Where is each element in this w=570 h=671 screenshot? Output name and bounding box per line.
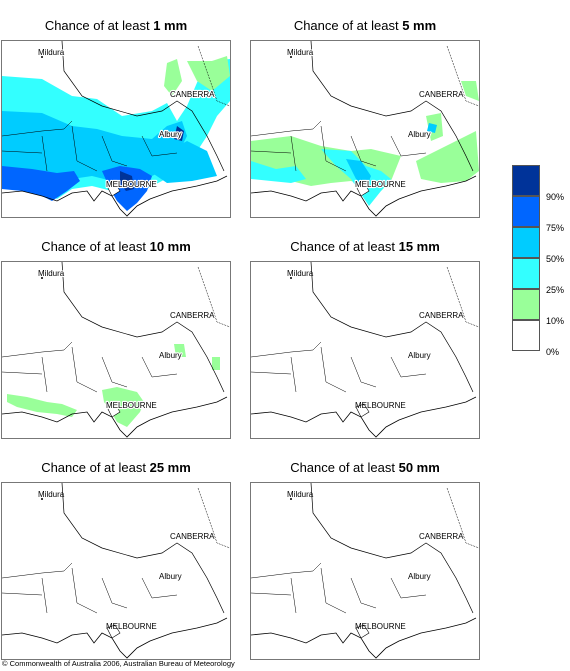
panel-title-prefix: Chance of at least (290, 239, 399, 254)
panel-title-prefix: Chance of at least (290, 460, 399, 475)
panel-title-amount: 25 mm (149, 460, 191, 475)
legend-label-90: 90% (546, 192, 565, 202)
place-mildura-halo: Mildura (38, 48, 65, 57)
map-50mm: Mildura CANBERRA Albury MELBOURNE (250, 482, 480, 660)
legend-swatch-75 (512, 196, 540, 227)
place-mildura: Mildura (38, 48, 65, 57)
panel-title-amount: 10 mm (149, 239, 191, 254)
map-25mm: Mildura CANBERRA Albury MELBOURNE (1, 482, 231, 660)
panel-title-amount: 50 mm (398, 460, 440, 475)
place-mildura: Mildura (287, 490, 314, 499)
place-canberra: CANBERRA (170, 90, 215, 99)
place-canberra-halo: CANBERRA (170, 90, 215, 99)
legend-swatch-0 (512, 320, 540, 351)
place-albury-halo: Albury (159, 130, 182, 139)
panel-title-amount: 1 mm (153, 18, 188, 33)
place-canberra: CANBERRA (419, 90, 464, 99)
place-albury: Albury (159, 351, 182, 360)
place-melbourne: MELBOURNE (106, 622, 157, 631)
legend-swatch-25 (512, 258, 540, 289)
place-melbourne-halo: MELBOURNE (106, 401, 157, 410)
place-mildura-halo: Mildura (287, 48, 314, 57)
place-canberra: CANBERRA (170, 311, 215, 320)
panel-title: Chance of at least 10 mm (1, 239, 231, 254)
panel-title-prefix: Chance of at least (41, 460, 150, 475)
map-10mm: Mildura Mildura CANBERRA CANBERRA Albury… (1, 261, 231, 439)
legend-label-75: 75% (546, 223, 565, 233)
place-albury: Albury (159, 130, 182, 139)
place-albury: Albury (408, 130, 431, 139)
legend-label-0: 0% (546, 347, 560, 357)
map-15mm: Mildura CANBERRA Albury MELBOURNE (250, 261, 480, 439)
map-5mm: Mildura Mildura CANBERRA CANBERRA Albury… (250, 40, 480, 218)
place-albury: Albury (159, 572, 182, 581)
panel-title: Chance of at least 50 mm (250, 460, 480, 475)
place-melbourne: MELBOURNE (355, 622, 406, 631)
place-mildura: Mildura (38, 269, 65, 278)
place-albury-halo: Albury (159, 351, 182, 360)
legend-swatch-90 (512, 165, 540, 196)
place-albury: Albury (408, 351, 431, 360)
panel-title-prefix: Chance of at least (41, 239, 150, 254)
panel-title-amount: 5 mm (402, 18, 437, 33)
panel-title: Chance of at least 15 mm (250, 239, 480, 254)
place-albury: Albury (408, 572, 431, 581)
place-melbourne: MELBOURNE (355, 401, 406, 410)
place-canberra: CANBERRA (170, 532, 215, 541)
place-melbourne: MELBOURNE (106, 180, 157, 189)
legend-label-50: 50% (546, 254, 565, 264)
panel-title: Chance of at least 5 mm (250, 18, 480, 33)
place-canberra-halo: CANBERRA (419, 90, 464, 99)
panel-title: Chance of at least 1 mm (1, 18, 231, 33)
place-melbourne-halo: MELBOURNE (106, 180, 157, 189)
place-melbourne: MELBOURNE (106, 401, 157, 410)
panel-title: Chance of at least 25 mm (1, 460, 231, 475)
legend-swatch-50 (512, 227, 540, 258)
legend-label-10: 10% (546, 316, 565, 326)
place-melbourne-halo: MELBOURNE (355, 180, 406, 189)
place-mildura: Mildura (38, 490, 65, 499)
place-canberra: CANBERRA (419, 311, 464, 320)
legend-label-25: 25% (546, 285, 565, 295)
copyright-notice: © Commonwealth of Australia 2006, Austra… (2, 659, 235, 668)
legend-swatch-10 (512, 289, 540, 320)
map-1mm: Mildura Mildura CANBERRA CANBERRA Albury… (1, 40, 231, 218)
place-canberra-halo: CANBERRA (170, 311, 215, 320)
place-canberra: CANBERRA (419, 532, 464, 541)
panel-title-amount: 15 mm (398, 239, 440, 254)
panel-title-prefix: Chance of at least (293, 18, 403, 33)
place-albury-halo: Albury (408, 130, 431, 139)
place-mildura-halo: Mildura (38, 269, 65, 278)
panel-title-prefix: Chance of at least (44, 18, 154, 33)
place-mildura: Mildura (287, 269, 314, 278)
place-mildura: Mildura (287, 48, 314, 57)
place-melbourne: MELBOURNE (355, 180, 406, 189)
